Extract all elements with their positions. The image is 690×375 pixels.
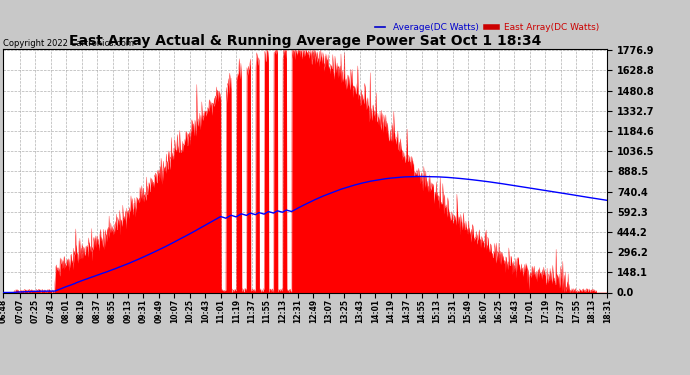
Legend: Average(DC Watts), East Array(DC Watts): Average(DC Watts), East Array(DC Watts) xyxy=(371,19,602,35)
Text: Copyright 2022 Cartronics.com: Copyright 2022 Cartronics.com xyxy=(3,39,135,48)
Title: East Array Actual & Running Average Power Sat Oct 1 18:34: East Array Actual & Running Average Powe… xyxy=(69,34,542,48)
